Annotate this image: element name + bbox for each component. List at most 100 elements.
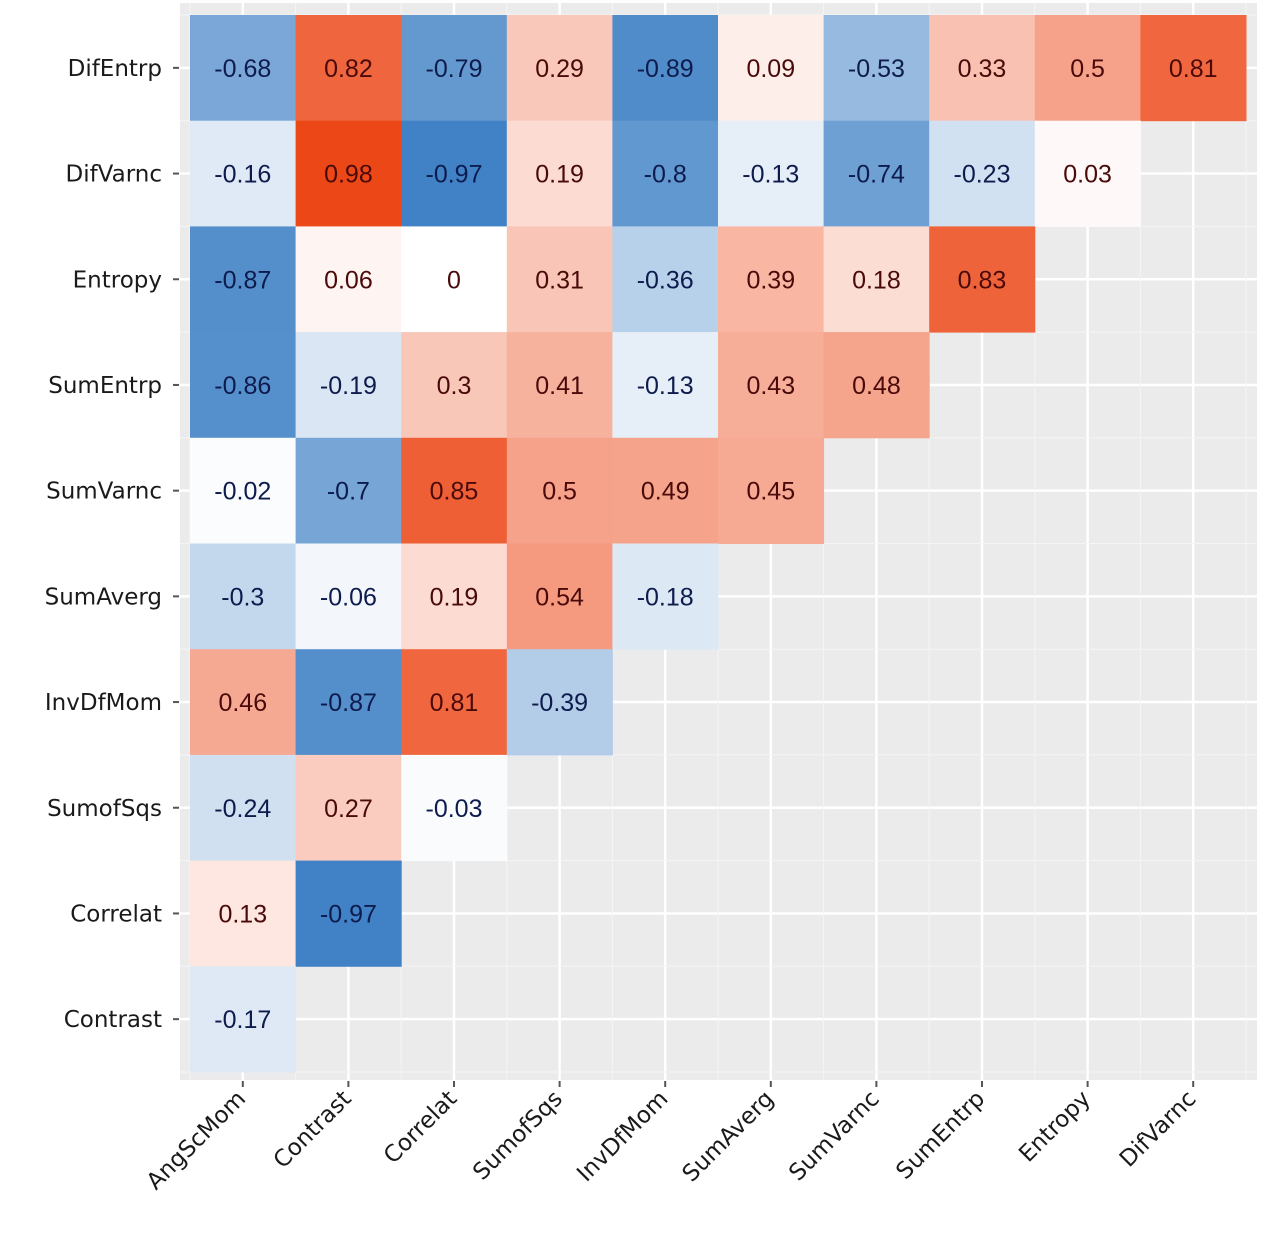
heatmap-cell-entropy-contrast — [295, 226, 402, 333]
cell-value-label: -0.13 — [637, 372, 694, 400]
cell-value-label: 0.19 — [430, 583, 479, 611]
heatmap-cell-sumaverg-correlat — [401, 543, 508, 650]
cell-value-label: 0.13 — [218, 900, 267, 928]
heatmap-cell-difvarnc-angscmom — [190, 120, 297, 227]
heatmap-cell-sumaverg-contrast — [295, 543, 402, 650]
x-tick-label: DifVarnc — [1115, 1086, 1202, 1173]
cell-value-label: 0.45 — [746, 478, 795, 506]
cell-value-label: -0.23 — [954, 161, 1011, 189]
y-tick-label: InvDfMom — [45, 690, 162, 716]
heatmap-cell-sumentrp-invdfmom — [612, 332, 719, 439]
heatmap-cell-difentrp-sumvarnc — [823, 15, 930, 122]
cell-value-label: -0.79 — [426, 55, 483, 83]
heatmap-cells — [190, 15, 1247, 1073]
heatmap-cell-difentrp-invdfmom — [612, 15, 719, 122]
cell-value-label: 0.5 — [542, 478, 577, 506]
cell-value-label: 0.41 — [535, 372, 584, 400]
x-tick-label: AngScMom — [142, 1086, 251, 1195]
heatmap-cell-entropy-sumofsqs — [506, 226, 613, 333]
y-tick-label: DifVarnc — [65, 162, 162, 188]
y-axis: DifEntrp DifVarnc Entropy SumEntrp SumVarnc S… — [45, 56, 179, 1033]
cell-value-label: -0.24 — [214, 795, 271, 823]
cell-value-label: -0.17 — [214, 1006, 271, 1034]
heatmap-cell-sumaverg-sumofsqs — [506, 543, 613, 650]
x-tick-label: SumAverg — [678, 1086, 779, 1187]
y-tick-label: DifEntrp — [68, 56, 162, 82]
heatmap-cell-labels: -0.68 0.82 -0.79 0.29 -0.89 0.09 -0.53 0.33 0.5 0… — [214, 55, 1217, 1034]
heatmap-cell-sumentrp-angscmom — [190, 332, 297, 439]
cell-value-label: 0.29 — [535, 55, 584, 83]
cell-value-label: 0.27 — [324, 795, 373, 823]
heatmap-cell-difentrp-difvarnc — [1140, 15, 1247, 122]
cell-value-label: 0.31 — [535, 266, 584, 294]
heatmap-cell-difentrp-sumentrp — [929, 15, 1036, 122]
heatmap-cell-sumvarnc-angscmom — [190, 437, 297, 544]
cell-value-label: -0.03 — [426, 795, 483, 823]
heatmap-cell-invdfmom-contrast — [295, 649, 402, 756]
x-tick-label: SumEntrp — [891, 1086, 990, 1185]
y-tick-label: SumEntrp — [48, 373, 162, 399]
heatmap-cell-sumaverg-angscmom — [190, 543, 297, 650]
cell-value-label: 0.83 — [958, 266, 1007, 294]
cell-value-label: 0.5 — [1070, 55, 1105, 83]
x-axis: AngScMom Contrast Correlat SumofSqs InvDfMom… — [142, 1081, 1202, 1195]
heatmap-cell-sumofsqs-angscmom — [190, 754, 297, 862]
heatmap-cell-entropy-sumvarnc — [823, 226, 930, 333]
cell-value-label: -0.8 — [644, 161, 687, 189]
heatmap-cell-entropy-sumentrp — [929, 226, 1036, 333]
heatmap-cell-sumvarnc-sumofsqs — [506, 437, 613, 544]
heatmap-cell-difvarnc-sumvarnc — [823, 120, 930, 227]
cell-value-label: -0.74 — [848, 161, 905, 189]
cell-value-label: 0.49 — [641, 478, 690, 506]
heatmap-cell-sumofsqs-correlat — [401, 754, 508, 862]
heatmap-cell-difvarnc-correlat — [401, 120, 508, 227]
y-tick-label: SumofSqs — [47, 796, 162, 822]
cell-value-label: -0.87 — [214, 266, 271, 294]
cell-value-label: -0.7 — [327, 478, 370, 506]
heatmap-cell-correlat-angscmom — [190, 860, 297, 967]
cell-value-label: -0.89 — [637, 55, 694, 83]
cell-value-label: -0.87 — [320, 689, 377, 717]
cell-value-label: 0.85 — [430, 478, 479, 506]
cell-value-label: -0.53 — [848, 55, 905, 83]
heatmap-cell-difvarnc-sumentrp — [929, 120, 1036, 227]
cell-value-label: 0.81 — [1169, 55, 1218, 83]
cell-value-label: -0.68 — [214, 55, 271, 83]
heatmap-cell-difvarnc-contrast — [295, 120, 402, 227]
x-tick-label: Correlat — [379, 1086, 462, 1169]
cell-value-label: -0.18 — [637, 583, 694, 611]
heatmap-cell-difentrp-correlat — [401, 15, 508, 122]
heatmap-cell-sumofsqs-contrast — [295, 754, 402, 862]
heatmap-cell-difvarnc-invdfmom — [612, 120, 719, 227]
cell-value-label: -0.86 — [214, 372, 271, 400]
heatmap-cell-invdfmom-angscmom — [190, 649, 297, 756]
heatmap-cell-sumentrp-contrast — [295, 332, 402, 439]
x-tick-label: SumVarnc — [784, 1086, 884, 1186]
cell-value-label: 0.54 — [535, 583, 584, 611]
cell-value-label: 0.82 — [324, 55, 373, 83]
heatmap-cell-difvarnc-sumofsqs — [506, 120, 613, 227]
heatmap-cell-sumaverg-invdfmom — [612, 543, 719, 650]
cell-value-label: 0 — [447, 266, 461, 294]
heatmap-cell-sumvarnc-sumaverg — [718, 437, 825, 544]
heatmap-cell-invdfmom-sumofsqs — [506, 649, 613, 756]
cell-value-label: 0.39 — [746, 266, 795, 294]
cell-value-label: -0.97 — [320, 900, 377, 928]
cell-value-label: -0.13 — [742, 161, 799, 189]
heatmap-cell-sumvarnc-correlat — [401, 437, 508, 544]
cell-value-label: -0.06 — [320, 583, 377, 611]
y-tick-label: Contrast — [64, 1007, 162, 1033]
cell-value-label: 0.48 — [852, 372, 901, 400]
heatmap-cell-sumentrp-sumaverg — [718, 332, 825, 439]
cell-value-label: 0.3 — [437, 372, 472, 400]
cell-value-label: -0.39 — [531, 689, 588, 717]
heatmap-cell-difentrp-entropy — [1034, 15, 1141, 122]
heatmap-cell-difvarnc-sumaverg — [718, 120, 825, 227]
heatmap-cell-invdfmom-correlat — [401, 649, 508, 756]
cell-value-label: 0.19 — [535, 161, 584, 189]
x-tick-label: Entropy — [1014, 1086, 1096, 1168]
cell-value-label: -0.36 — [637, 266, 694, 294]
cell-value-label: 0.33 — [958, 55, 1007, 83]
cell-value-label: -0.97 — [426, 161, 483, 189]
